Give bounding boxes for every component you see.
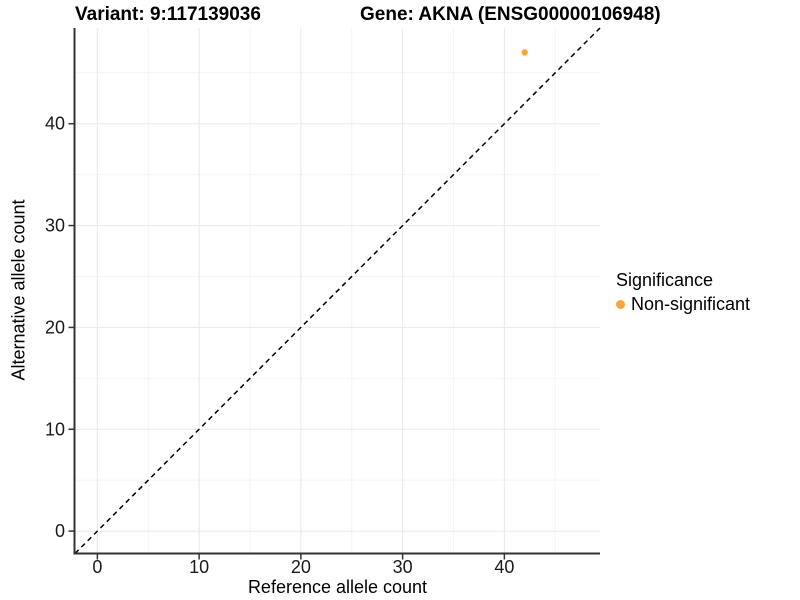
- identity-line: [74, 27, 601, 555]
- y-axis-tick-label: 20: [45, 317, 65, 337]
- data-point: [521, 49, 528, 56]
- y-axis-tick-label: 10: [45, 419, 65, 439]
- y-axis-tick-label: 0: [55, 521, 65, 541]
- y-axis-title: Alternative allele count: [8, 199, 29, 381]
- legend-item: Non-significant: [616, 294, 750, 315]
- legend: Significance Non-significant: [616, 270, 750, 315]
- legend-title: Significance: [616, 270, 714, 290]
- x-axis-tick-label: 40: [494, 557, 514, 577]
- legend-item-label: Non-significant: [631, 294, 751, 314]
- gene-title: Gene: AKNA (ENSG00000106948): [360, 4, 661, 25]
- x-axis-title: Reference allele count: [247, 577, 428, 597]
- x-axis-tick-label: 20: [291, 557, 311, 577]
- x-axis-tick-label: 10: [189, 557, 209, 577]
- y-axis-tick-label: 40: [45, 114, 65, 134]
- variant-title: Variant: 9:117139036: [75, 4, 261, 25]
- x-axis-tick-label: 30: [393, 557, 413, 577]
- y-axis-tick-label: 30: [45, 216, 65, 236]
- legend-dot-icon: [616, 300, 625, 309]
- x-axis-tick-label: 0: [92, 557, 102, 577]
